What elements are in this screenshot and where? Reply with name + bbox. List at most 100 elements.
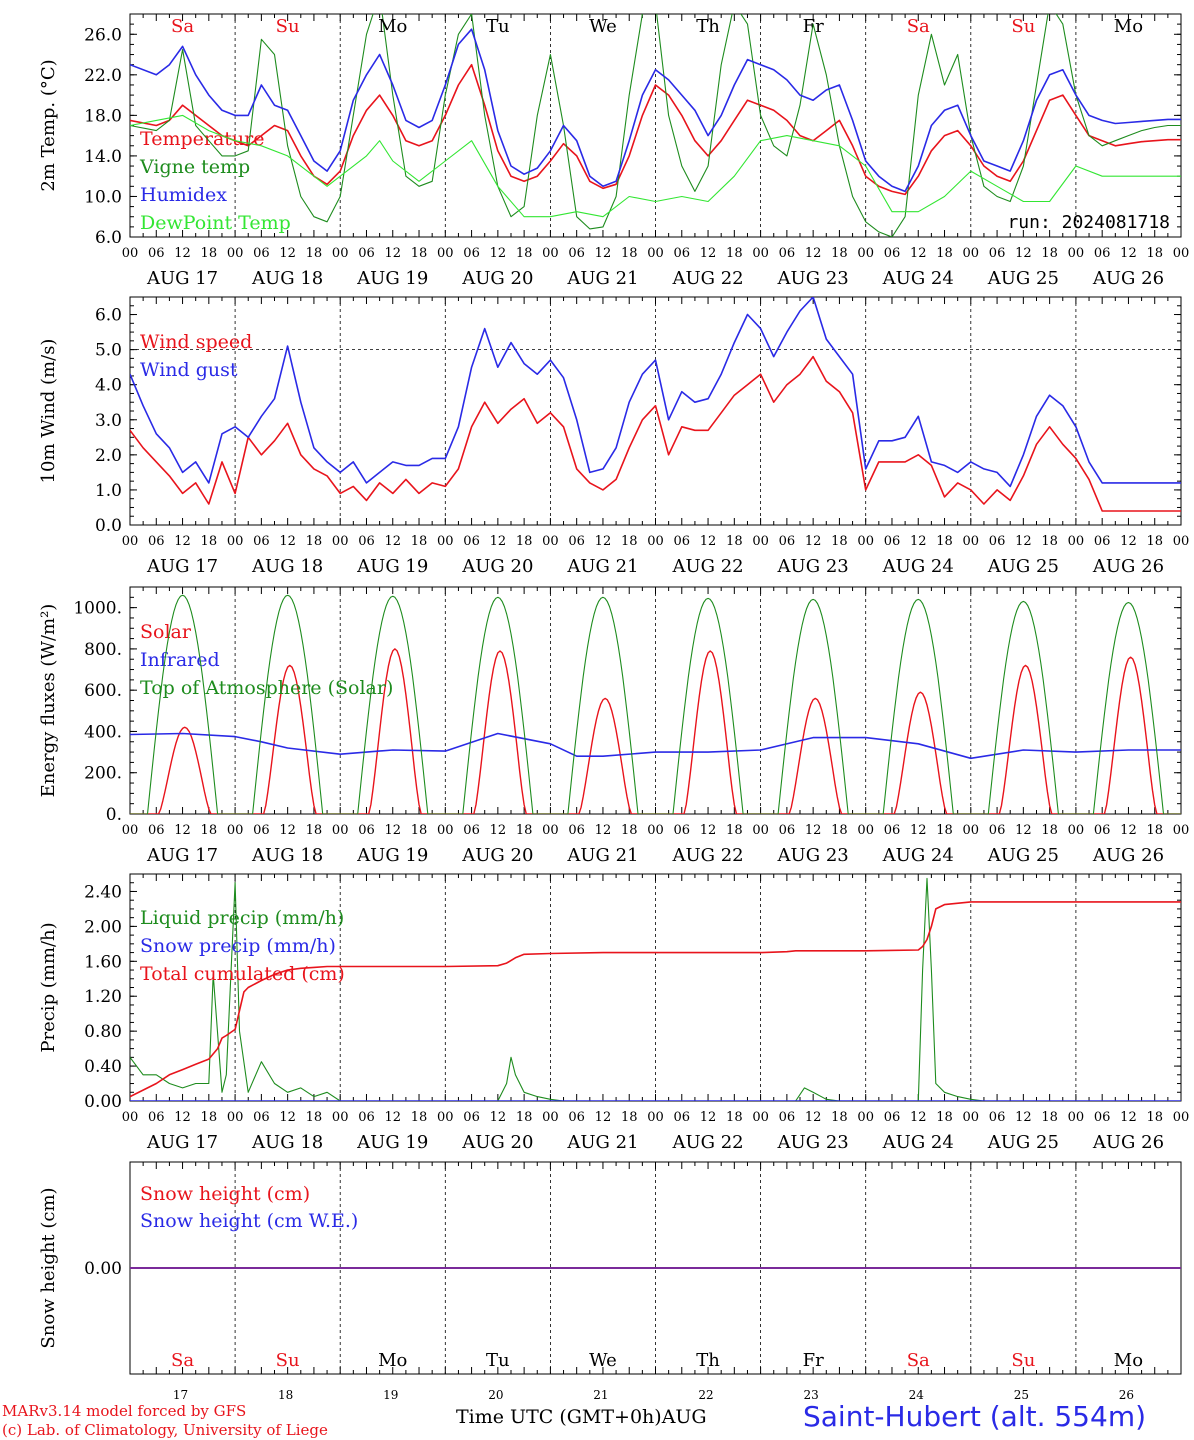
panel-2-y-axis-label: 10m Wind (m/s) [38,339,59,484]
panel-4-hour-label: 18 [1146,1110,1163,1125]
panel-3-hour-label: 06 [1094,823,1111,838]
weekday-label-top: Su [1011,16,1035,37]
panel-4-y-tick-label: 0.40 [84,1057,122,1077]
panel-3-date-label: AUG 18 [251,845,323,866]
panel-4-y-axis-label: Precip (mm/h) [38,922,59,1052]
panel-2-hour-label: 12 [700,534,717,549]
weekday-label-bottom: Sa [171,1350,194,1371]
panel-1-series-dewpoint-temp [130,114,1181,218]
panel-2-hour-label: 12 [490,534,507,549]
panel-3-date-label: AUG 19 [356,845,428,866]
day-number-label: 19 [383,1388,398,1402]
panel-1-hour-label: 00 [963,246,980,261]
panel-4-y-tick-label: 0.80 [84,1022,122,1042]
panel-1-date-label: AUG 24 [882,268,954,289]
panel-1-date-label: AUG 22 [671,268,743,289]
panel-4-hour-label: 06 [253,1110,270,1125]
panel-3-y-tick-label: 200. [84,764,122,784]
panel-2-hour-label: 18 [411,534,428,549]
panel-2-date-label: AUG 26 [1092,556,1164,577]
panel-3-date-label: AUG 24 [882,845,954,866]
day-number-label: 22 [698,1388,713,1402]
panel-1-hour-label: 12 [910,246,927,261]
panel-4-hour-label: 00 [332,1110,349,1125]
panel-1-hour-label: 18 [1041,246,1058,261]
panel-3-hour-label: 00 [1173,823,1190,838]
panel-4-hour-label: 18 [831,1110,848,1125]
panel-1-hour-label: 18 [516,246,533,261]
day-number-label: 17 [173,1388,188,1402]
panel-4-hour-label: 06 [674,1110,691,1125]
panel-1-date-label: AUG 18 [251,268,323,289]
panel-1-hour-label: 18 [726,246,743,261]
panel-2-hour-label: 00 [122,534,139,549]
panel-1-date-label: AUG 21 [566,268,638,289]
day-number-label: 20 [488,1388,503,1402]
panel-4-hour-label: 12 [700,1110,717,1125]
panel-4-hour-label: 00 [963,1110,980,1125]
panel-3-date-label: AUG 21 [566,845,638,866]
panel-3-hour-label: 12 [384,823,401,838]
panel-3-y-tick-label: 600. [84,681,122,701]
panel-3-y-axis-label: Energy fluxes (W/m²) [38,604,59,798]
panel-4-date-label: AUG 26 [1092,1132,1164,1153]
panel-5-legend-snow-height-cm-w-e-: Snow height (cm W.E.) [140,1210,358,1232]
panel-4-hour-label: 06 [989,1110,1006,1125]
panel-3-hour-label: 12 [805,823,822,838]
panel-2-hour-label: 18 [516,534,533,549]
panel-1-hour-label: 18 [621,246,638,261]
panel-2-hour-label: 12 [1015,534,1032,549]
panel-1-hour-label: 18 [1146,246,1163,261]
panel-1-date-label: AUG 17 [146,268,218,289]
panel-2-hour-label: 18 [306,534,323,549]
panel-4-y-tick-label: 1.20 [84,987,122,1007]
panel-4-date-label: AUG 23 [777,1132,849,1153]
weekday-label-bottom: Su [1011,1350,1035,1371]
panel-3-hour-label: 12 [1015,823,1032,838]
panel-1-frame [129,13,1182,238]
panel-4-date-label: AUG 22 [671,1132,743,1153]
panel-4-hour-label: 00 [227,1110,244,1125]
panel-2-hour-label: 12 [1120,534,1137,549]
panel-2-date-label: AUG 24 [882,556,954,577]
panel-1-date-label: AUG 26 [1092,268,1164,289]
panel-1-hour-label: 00 [332,246,349,261]
panel-5-legend-snow-height-cm-: Snow height (cm) [140,1183,310,1205]
day-number-label: 24 [909,1388,925,1402]
panel-3-legend-infrared: Infrared [140,649,220,671]
panel-4-hour-label: 18 [936,1110,953,1125]
panel-3-y-tick-label: 1000. [73,599,122,619]
panel-2-y-tick-label: 6.0 [95,306,122,326]
panel-3-hour-label: 06 [463,823,480,838]
panel-1-hour-label: 06 [358,246,375,261]
weekday-label-top: Su [276,16,300,37]
weekday-label-top: Mo [378,16,407,37]
panel-4-hour-label: 18 [516,1110,533,1125]
panel-1-hour-label: 18 [936,246,953,261]
panel-3-date-label: AUG 26 [1092,845,1164,866]
panel-3-hour-label: 18 [936,823,953,838]
panel-4-legend-total-cumulated-cm-: Total cumulated (cm) [140,963,345,985]
panel-3-hour-label: 00 [752,823,769,838]
panel-1-y-tick-label: 14.0 [84,147,122,167]
panel-1-series-vigne-temp [130,14,1181,237]
panel-2-hour-label: 00 [437,534,454,549]
panel-1-legend-temperature: Temperature [140,128,264,150]
panel-4-date-label: AUG 21 [566,1132,638,1153]
panel-3-y-tick-label: 0. [106,805,122,825]
panel-4-y-tick-label: 2.00 [84,917,122,937]
panel-4-date-label: AUG 17 [146,1132,218,1153]
panel-2-y-tick-label: 4.0 [95,376,122,396]
weekday-label-bottom: Th [696,1350,720,1371]
weekday-label-top: Fr [803,16,824,37]
panel-3-hour-label: 00 [542,823,559,838]
panel-3-hour-label: 18 [411,823,428,838]
panel-3-hour-label: 00 [227,823,244,838]
panel-2-hour-label: 12 [910,534,927,549]
panel-1-hour-label: 00 [437,246,454,261]
panel-2-hour-label: 06 [884,534,901,549]
credit-line-1: MARv3.14 model forced by GFS [2,1402,247,1420]
panel-4-legend-snow-precip-mm-h-: Snow precip (mm/h) [140,935,336,957]
weekday-label-bottom: Mo [378,1350,407,1371]
panel-4-y-tick-label: 1.60 [84,952,122,972]
